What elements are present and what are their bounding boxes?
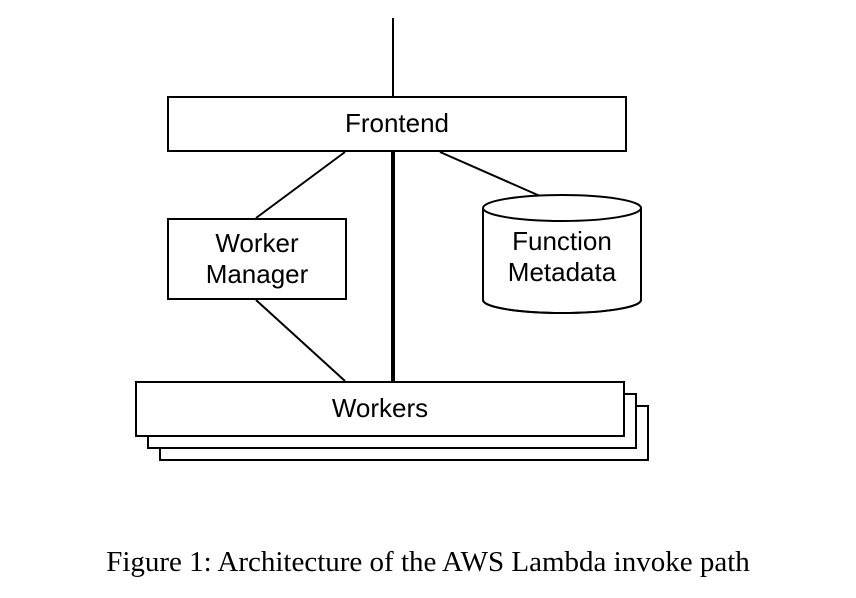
edge-frontend-workermanager — [256, 152, 345, 218]
edge-frontend-functionmetadata — [440, 152, 540, 196]
node-function-metadata: Function Metadata — [482, 194, 642, 314]
figure-caption: Figure 1: Architecture of the AWS Lambda… — [0, 546, 856, 579]
node-function-metadata-label-line2: Metadata — [508, 257, 616, 287]
node-worker-manager-label-line2: Manager — [206, 259, 309, 289]
connector-lines — [0, 0, 856, 598]
node-frontend: Frontend — [167, 96, 627, 152]
figure-caption-text: Figure 1: Architecture of the AWS Lambda… — [106, 546, 750, 578]
node-worker-manager-label-line1: Worker — [215, 228, 298, 258]
node-function-metadata-label-line1: Function — [512, 226, 612, 256]
node-worker-manager: Worker Manager — [167, 218, 347, 300]
edge-workermanager-workers — [256, 300, 345, 381]
node-workers: Workers — [135, 381, 625, 437]
diagram-canvas: Frontend Worker Manager Function Metadat — [0, 0, 856, 598]
node-workers-label: Workers — [332, 393, 428, 424]
node-frontend-label: Frontend — [345, 108, 449, 139]
node-function-metadata-label: Function Metadata — [482, 226, 642, 288]
